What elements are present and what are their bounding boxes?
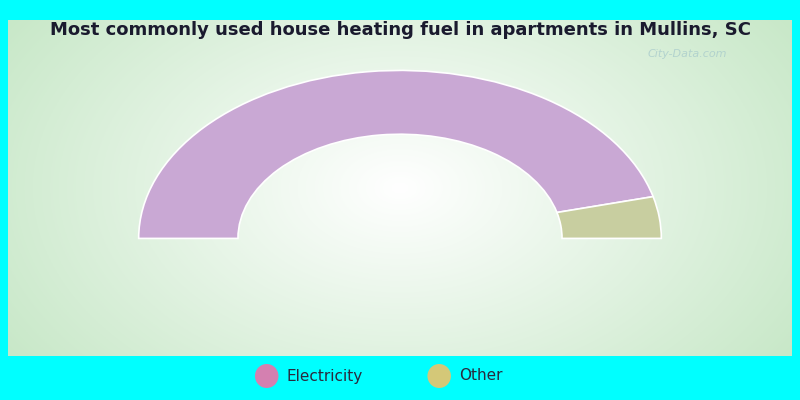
Ellipse shape bbox=[255, 364, 278, 388]
Text: Other: Other bbox=[459, 368, 502, 384]
Wedge shape bbox=[557, 197, 662, 238]
Ellipse shape bbox=[427, 364, 451, 388]
Text: Most commonly used house heating fuel in apartments in Mullins, SC: Most commonly used house heating fuel in… bbox=[50, 21, 750, 39]
Wedge shape bbox=[138, 70, 653, 238]
Text: Electricity: Electricity bbox=[286, 368, 362, 384]
Text: City-Data.com: City-Data.com bbox=[648, 49, 727, 59]
